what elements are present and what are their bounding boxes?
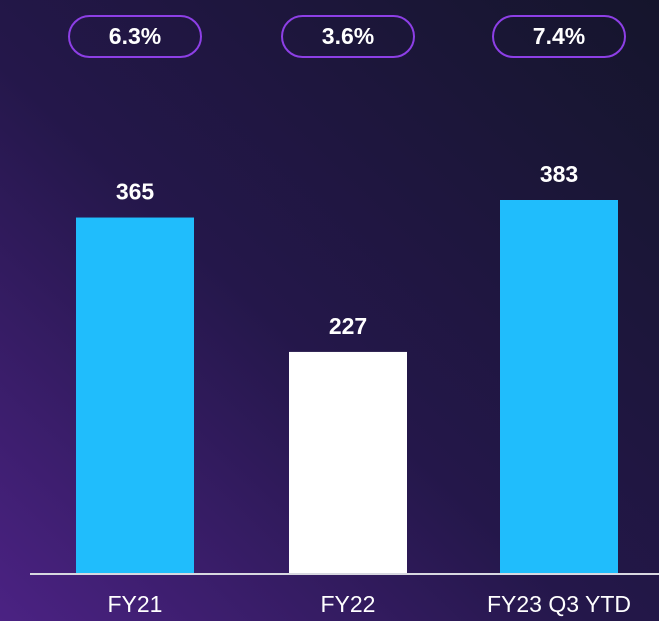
annotation: 6.3% [109,23,161,49]
annotation: 3.6% [322,23,374,49]
annotation-pill [281,15,415,58]
value-label: 365 [116,179,155,205]
x-tick-label: FY23 Q3 YTD [487,591,631,617]
value-label: 383 [540,161,578,187]
value-label: 227 [329,313,367,339]
bar [500,200,618,573]
annotation-pill [492,15,626,58]
bar [76,217,194,573]
bar [289,351,407,573]
annotation: 7.4% [533,23,585,49]
annotation-pill [68,15,202,58]
x-tick-label: FY22 [321,591,376,617]
x-tick-label: FY21 [108,591,163,617]
